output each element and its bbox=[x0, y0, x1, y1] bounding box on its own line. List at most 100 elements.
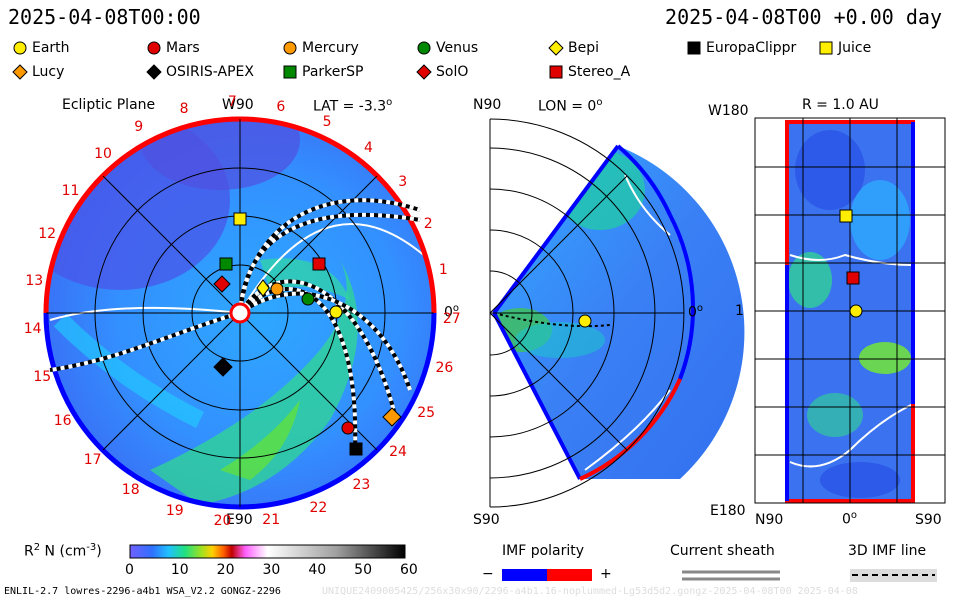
au-map-panel bbox=[754, 117, 946, 504]
europaclippr-marker bbox=[349, 442, 363, 456]
legend-marker-icon bbox=[548, 40, 564, 56]
parkersp-marker bbox=[219, 257, 233, 271]
venus-marker bbox=[301, 292, 315, 306]
footer-left: ENLIL-2.7 lowres-2296-a4b1 WSA_V2.2 GONG… bbox=[4, 586, 281, 597]
legend-label: Earth bbox=[32, 40, 70, 56]
carrington-label: 12 bbox=[38, 225, 57, 242]
legend-marker-icon bbox=[147, 41, 161, 55]
e180-label: E180 bbox=[710, 503, 746, 519]
carrington-label: 21 bbox=[262, 511, 281, 528]
earth-marker bbox=[329, 305, 343, 319]
zero-label-meridional: 0o bbox=[688, 303, 704, 321]
carrington-label: 1 bbox=[438, 262, 448, 279]
legend-marker-icon bbox=[12, 64, 28, 80]
colorbar-title: R2 N (cm-3) bbox=[24, 542, 102, 560]
carrington-label: 10 bbox=[94, 146, 112, 163]
legend-marker-icon bbox=[283, 41, 297, 55]
carrington-label: 18 bbox=[121, 482, 140, 499]
carrington-label: 15 bbox=[33, 369, 52, 386]
legend-marker-icon bbox=[549, 65, 563, 79]
n90-label: N90 bbox=[473, 97, 502, 113]
carrington-label: 25 bbox=[417, 404, 436, 421]
juice-marker-map bbox=[839, 209, 853, 223]
carrington-label: 24 bbox=[389, 444, 407, 461]
colorbar bbox=[130, 545, 405, 558]
legend-label: ParkerSP bbox=[302, 64, 364, 80]
legend-marker-icon bbox=[417, 41, 431, 55]
colorbar-tick: 60 bbox=[400, 562, 418, 578]
legend-item-mars: Mars bbox=[146, 38, 200, 58]
osiris-apex-marker bbox=[213, 357, 233, 377]
current-sheath-title: Current sheath bbox=[670, 543, 775, 559]
legend-item-europaclippr: EuropaClippr bbox=[686, 38, 796, 58]
legend-item-osiris-apex: OSIRIS-APEX bbox=[146, 62, 254, 82]
carrington-label: 22 bbox=[309, 499, 328, 516]
legend-item-stereo_a: Stereo_A bbox=[548, 62, 630, 82]
meridional-panel bbox=[489, 118, 745, 508]
legend-label: Bepi bbox=[568, 40, 599, 56]
one-label: 1 bbox=[735, 303, 744, 319]
imf-minus: − bbox=[482, 566, 494, 582]
colorbar-tick: 40 bbox=[308, 562, 327, 578]
legend-label: Stereo_A bbox=[568, 64, 631, 80]
e90-label: E90 bbox=[226, 512, 253, 528]
carrington-label: 17 bbox=[83, 451, 102, 468]
imf-polarity-title: IMF polarity bbox=[502, 543, 585, 559]
carrington-label: 16 bbox=[53, 413, 72, 430]
legend-marker-icon bbox=[687, 41, 701, 55]
lon-label: LON = 0o bbox=[538, 97, 603, 115]
carrington-label: 23 bbox=[352, 476, 371, 493]
carrington-label: 7 bbox=[227, 94, 237, 111]
colorbar-tick: 30 bbox=[262, 562, 281, 578]
elapsed-date: 2025-04-08T00 +0.00 day bbox=[665, 5, 942, 29]
r-label: R = 1.0 AU bbox=[802, 97, 879, 113]
juice-marker bbox=[233, 212, 247, 226]
stereo-a-marker bbox=[312, 257, 326, 271]
mercury-marker bbox=[270, 282, 284, 296]
legend-label: Lucy bbox=[32, 64, 65, 80]
sun-marker bbox=[229, 302, 251, 324]
carrington-label: 5 bbox=[322, 114, 332, 131]
start-date: 2025-04-08T00:00 bbox=[8, 5, 201, 29]
carrington-label: 14 bbox=[23, 321, 42, 338]
carrington-label: 13 bbox=[25, 272, 44, 289]
legend-label: Mars bbox=[166, 40, 200, 56]
legend-label: Juice bbox=[838, 40, 872, 56]
carrington-label: 26 bbox=[435, 359, 454, 376]
carrington-label: 6 bbox=[276, 98, 286, 115]
lucy-marker bbox=[382, 407, 402, 427]
legend-item-lucy: Lucy bbox=[12, 62, 64, 82]
earth-marker-meridional bbox=[578, 314, 592, 328]
bepi-marker bbox=[256, 279, 270, 297]
legend-marker-icon bbox=[819, 41, 833, 55]
colorbar-tick: 0 bbox=[125, 562, 134, 578]
carrington-label: 8 bbox=[179, 100, 189, 117]
legend-marker-icon bbox=[13, 41, 27, 55]
s90-label: S90 bbox=[473, 512, 500, 528]
legend-item-bepi: Bepi bbox=[548, 38, 599, 58]
imf-negative-swatch bbox=[502, 569, 547, 581]
footer-right: UNIQUE2409005425/256x30x90/2296-a4b1.16-… bbox=[322, 586, 858, 597]
legend-label: SolO bbox=[436, 64, 469, 80]
carrington-label: 11 bbox=[61, 182, 80, 199]
ecliptic-panel bbox=[43, 116, 437, 510]
legend-item-earth: Earth bbox=[12, 38, 70, 58]
colorbar-tick: 20 bbox=[216, 562, 235, 578]
solo-marker bbox=[213, 275, 231, 293]
carrington-label: 4 bbox=[363, 139, 373, 156]
carrington-label: 9 bbox=[134, 118, 144, 135]
w90-label: W90 bbox=[222, 97, 254, 113]
mars-marker bbox=[341, 421, 355, 435]
carrington-label: 27 bbox=[442, 311, 461, 328]
imf-plus: + bbox=[600, 566, 612, 582]
s90-label-map: S90 bbox=[915, 512, 942, 528]
legend-marker-icon bbox=[146, 64, 162, 80]
legend-item-parkersp: ParkerSP bbox=[282, 62, 363, 82]
legend-label: Venus bbox=[436, 40, 479, 56]
w180-label: W180 bbox=[708, 103, 749, 119]
legend-item-juice: Juice bbox=[818, 38, 871, 58]
carrington-label: 20 bbox=[213, 513, 232, 530]
legend-label: Mercury bbox=[302, 40, 359, 56]
legend-marker-icon bbox=[283, 65, 297, 79]
ecliptic-title: Ecliptic Plane bbox=[62, 97, 156, 113]
